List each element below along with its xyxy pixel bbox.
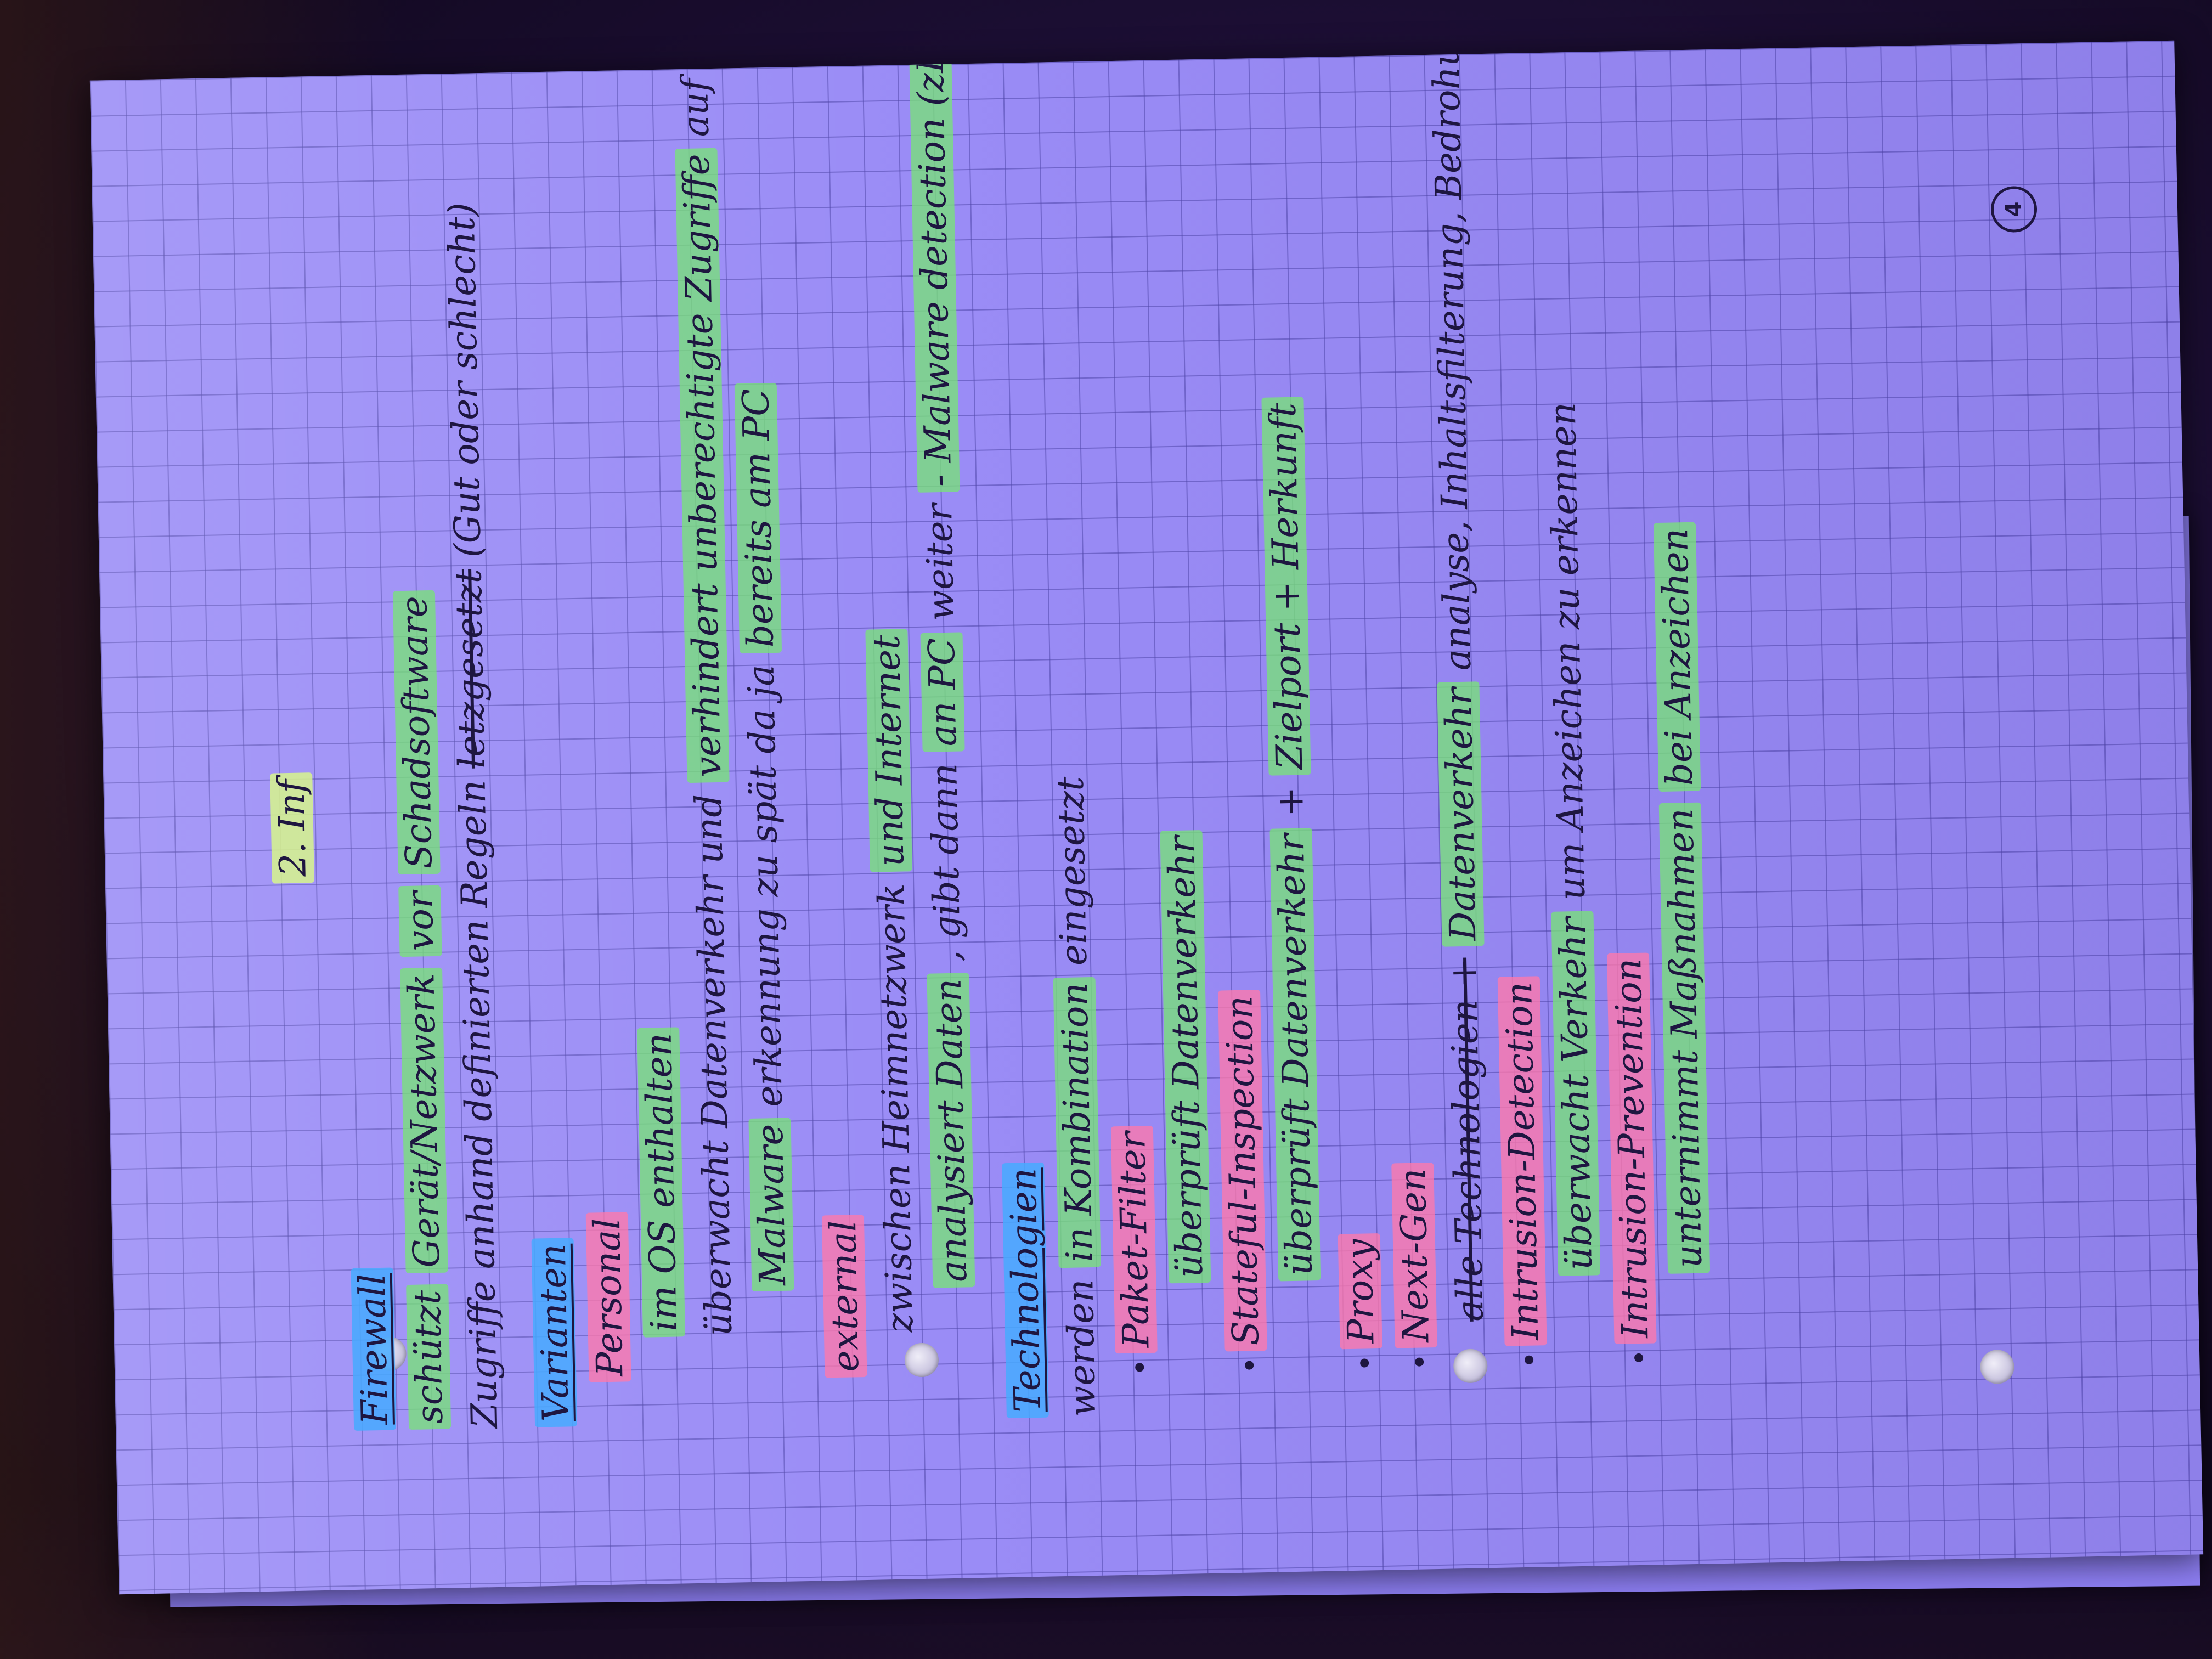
- text: und Internet: [865, 629, 912, 873]
- line-5: Malware erkennung zu spät da ja bereits …: [732, 382, 797, 1291]
- text: Zielport + Herkunft: [1261, 397, 1311, 776]
- text: schützt: [406, 1284, 452, 1430]
- note-title: 2. Inf: [268, 772, 317, 884]
- line-13: unternimmt Maßnahmen bei Anzeichen: [1651, 522, 1713, 1274]
- line-proxy: Proxy: [1336, 1233, 1386, 1368]
- line-nextgen: Next-Gen: [1389, 1162, 1440, 1367]
- line-ids: Intrusion-Detection: [1496, 976, 1550, 1365]
- text: Proxy: [1338, 1233, 1383, 1350]
- text: analysiert Daten: [927, 973, 975, 1288]
- line-paket: Paket-Filter: [1109, 1126, 1161, 1372]
- line-6: zwischen Heimnetzwerk und Internet: [863, 629, 924, 1333]
- text: (Gut oder schlecht): [440, 202, 489, 558]
- text: weiter: [917, 503, 963, 622]
- line-9: überprüft Datenverkehr: [1158, 830, 1214, 1284]
- heading-firewall: Firewall: [351, 1267, 397, 1431]
- text: überprüft Datenverkehr: [1269, 828, 1321, 1282]
- bullet-icon: [1414, 1357, 1424, 1367]
- strikethrough-text: alle Technologien +: [1442, 957, 1492, 1322]
- line-ips: Intrusion-Prevention: [1605, 952, 1660, 1363]
- bullet-icon: [1135, 1363, 1144, 1372]
- text: vor: [398, 885, 442, 957]
- text: - Malware detection (zB Router): [906, 40, 960, 493]
- strikethrough-text: letzgesetzt: [447, 568, 494, 769]
- line-firewall-heading: Firewall: [349, 1267, 399, 1431]
- line-10: überprüft Datenverkehr + Zielport + Herk…: [1259, 397, 1323, 1282]
- line-8: werden in Kombination eingesetzt: [1047, 776, 1107, 1418]
- text: verhindert unberechtigte Zugriffe: [675, 148, 730, 783]
- bullet-icon: [1634, 1353, 1644, 1363]
- line-stateful: Stateful-Inspection: [1216, 990, 1270, 1370]
- text: werden: [1059, 1278, 1104, 1418]
- text: Intrusion-Detection: [1497, 976, 1547, 1346]
- line-1: schützt Gerät/Netzwerk vor Schadsoftware: [391, 590, 454, 1430]
- text: Stateful-Inspection: [1218, 990, 1267, 1352]
- line-11: alle Technologien + Datenverkehr analyse…: [1417, 41, 1494, 1322]
- text: analyse, Inhaltsfilterung, Bedrohungen e…: [1419, 40, 1479, 672]
- line-technologien-heading: Technologien: [1000, 1162, 1052, 1419]
- line-3: im OS enthalten: [635, 1027, 688, 1338]
- text: , gibt dann: [923, 763, 969, 962]
- text: +: [1268, 786, 1312, 817]
- text: bei Anzeichen: [1653, 522, 1701, 792]
- text: und: [687, 793, 731, 865]
- text: Gerät/Netzwerk: [400, 967, 448, 1274]
- text: Datenverkehr: [1437, 681, 1485, 947]
- text: überwacht Verkehr: [1551, 911, 1601, 1276]
- text: überprüft Datenverkehr: [1160, 830, 1211, 1284]
- text: unternimmt Maßnahmen: [1658, 802, 1711, 1274]
- bullet-icon: [1360, 1358, 1369, 1368]
- text: im OS enthalten: [637, 1027, 686, 1338]
- heading-technologien: Technologien: [1002, 1162, 1049, 1419]
- text: an PC: [920, 631, 965, 753]
- line-12: überwacht Verkehr um Anzeichen zu erkenn…: [1539, 402, 1604, 1276]
- text: Malware: [748, 1118, 794, 1291]
- text: erkennung zu spät da ja: [740, 664, 791, 1108]
- line-varianten-heading: Varianten: [529, 1238, 580, 1427]
- text: Next-Gen: [1391, 1162, 1437, 1348]
- heading-varianten: Varianten: [531, 1238, 578, 1427]
- line-external: external: [820, 1214, 870, 1378]
- bullet-icon: [1245, 1361, 1254, 1370]
- text: eingesetzt: [1049, 776, 1096, 966]
- subheading-personal: Personal: [585, 1212, 631, 1383]
- notebook-page: 4 2. Inf Firewall schützt Gerät/Netzwerk…: [89, 40, 2204, 1595]
- text: in Kombination: [1053, 977, 1101, 1268]
- bullet-icon: [1524, 1355, 1534, 1364]
- text: Intrusion-Prevention: [1606, 952, 1657, 1344]
- text: Zugriffe anhand definierten Regeln: [451, 780, 506, 1429]
- text: zwischen Heimnetzwerk: [870, 883, 921, 1333]
- handwritten-notes: 2. Inf Firewall schützt Gerät/Netzwerk v…: [255, 40, 2035, 1432]
- line-personal: Personal: [584, 1212, 634, 1383]
- title-text: 2. Inf: [270, 772, 315, 884]
- subheading-external: external: [821, 1214, 867, 1378]
- text: Schadsoftware: [392, 590, 441, 875]
- text: überwacht Datenverkehr: [689, 875, 740, 1336]
- text: um Anzeichen zu erkennen: [1541, 402, 1594, 901]
- text: Paket-Filter: [1110, 1126, 1158, 1354]
- text: bereits am PC: [734, 382, 782, 654]
